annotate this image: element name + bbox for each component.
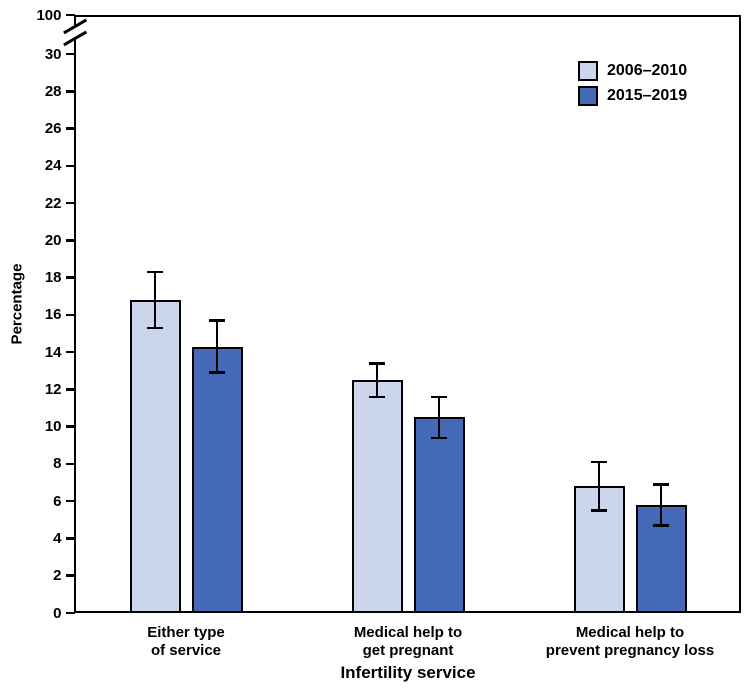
category-label-line: Medical help to [575, 624, 685, 641]
y-tick-label: 22 [44, 194, 62, 212]
legend: 2006–2010 2015–2019 [578, 61, 687, 111]
error-bar-cap-top [369, 362, 385, 365]
y-tick-label: 24 [44, 157, 62, 175]
bar-dark [413, 417, 465, 613]
error-bar-cap-top [147, 270, 163, 274]
y-tick-label: 4 [53, 529, 62, 547]
y-tick-label: 30 [44, 45, 62, 63]
y-tick [65, 127, 75, 130]
category-label: Medical help to get pregnant [293, 624, 523, 660]
y-tick-label: 6 [53, 492, 62, 510]
y-tick [65, 52, 75, 56]
y-axis-line-lower [73, 39, 76, 613]
x-axis-title: Infertility service [340, 663, 476, 682]
plot-area [73, 15, 741, 613]
bar-dark [191, 346, 243, 613]
y-tick-label: 0 [53, 604, 62, 622]
y-tick [65, 313, 75, 317]
error-bar-line [437, 396, 441, 438]
category-label-line: of service [150, 642, 222, 659]
category-label: Medical help to prevent pregnancy loss [515, 624, 745, 660]
y-tick [65, 537, 75, 540]
y-tick-label: 26 [44, 120, 62, 138]
legend-label: 2015–2019 [607, 87, 688, 104]
error-bar-cap-top [653, 483, 669, 486]
legend-swatch-2015-2019 [578, 86, 598, 106]
bar-light [129, 299, 181, 613]
y-tick-label: 14 [44, 343, 62, 361]
y-tick [65, 13, 75, 17]
error-bar-line [153, 272, 157, 328]
y-tick-label: 18 [44, 269, 62, 287]
y-tick [65, 462, 75, 466]
y-axis-title: Percentage [8, 263, 26, 345]
error-bar-line [215, 320, 219, 373]
error-bar-cap-top [591, 460, 607, 464]
category-label-line: prevent pregnancy loss [545, 642, 715, 659]
y-tick-label: 16 [44, 306, 62, 324]
y-tick-label: 28 [44, 82, 62, 100]
error-bar-cap-bottom [653, 524, 669, 527]
y-tick [65, 90, 75, 93]
y-tick [65, 388, 75, 391]
error-bar-line [597, 462, 601, 511]
category-label-line: Either type [147, 624, 225, 641]
category-label-line: Medical help to [353, 624, 463, 641]
error-bar-cap-bottom [591, 509, 607, 512]
legend-swatch-2006-2010 [578, 61, 598, 81]
y-tick-label: 2 [53, 567, 62, 585]
y-tick-label: 12 [44, 380, 62, 398]
y-tick [65, 164, 75, 168]
bar-light [351, 380, 403, 613]
y-tick [65, 201, 75, 205]
error-bar-cap-bottom [147, 326, 163, 330]
error-bar-line [375, 363, 379, 397]
y-axis-line-upper [73, 15, 76, 25]
y-tick-label: 100 [36, 6, 62, 24]
y-tick [65, 350, 75, 354]
error-bar-cap-bottom [209, 371, 225, 374]
legend-item: 2015–2019 [578, 86, 687, 106]
error-bar-cap-top [209, 319, 225, 322]
error-bar-line [659, 484, 663, 526]
y-tick-label: 8 [53, 455, 62, 473]
y-tick-label: 20 [44, 231, 62, 249]
y-tick [65, 239, 75, 242]
error-bar-cap-top [431, 395, 447, 399]
y-tick-label: 10 [44, 418, 62, 436]
y-tick [65, 425, 75, 428]
legend-label: 2006–2010 [607, 62, 688, 79]
y-tick [65, 499, 75, 503]
y-tick [65, 574, 75, 577]
error-bar-cap-bottom [369, 395, 385, 399]
legend-item: 2006–2010 [578, 61, 687, 81]
error-bar-cap-bottom [431, 436, 447, 440]
y-tick [65, 276, 75, 279]
category-label-line: get pregnant [362, 642, 454, 659]
category-label: Either type of service [71, 624, 301, 660]
y-tick [65, 611, 75, 615]
